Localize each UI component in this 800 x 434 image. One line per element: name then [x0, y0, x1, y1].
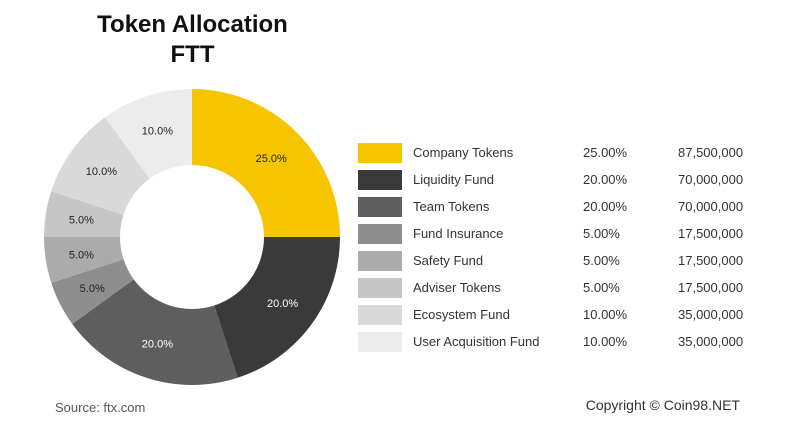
donut-slice-label-5: 5.0%	[69, 214, 94, 226]
legend-percent-6: 10.00%	[583, 307, 628, 322]
donut-slice-6	[51, 117, 150, 215]
legend-percent-1: 20.00%	[583, 172, 628, 187]
donut-slice-3	[51, 259, 134, 324]
legend-amount-7: 35,000,000	[678, 334, 744, 349]
legend-percent-2: 20.00%	[583, 199, 628, 214]
legend-amount-6: 35,000,000	[678, 307, 744, 322]
legend-swatch-4	[358, 251, 402, 271]
legend-amount-0: 87,500,000	[678, 145, 744, 160]
donut-slice-label-1: 20.0%	[267, 298, 298, 310]
legend-swatch-0	[358, 143, 402, 163]
source-note: Source: ftx.com	[55, 400, 146, 415]
legend-label-2: Team Tokens	[413, 199, 490, 214]
chart-title-line1: Token Allocation	[97, 11, 288, 38]
legend-percent-3: 5.00%	[583, 226, 620, 241]
legend-percent-5: 5.00%	[583, 280, 620, 295]
legend-label-1: Liquidity Fund	[413, 172, 494, 187]
donut-slice-label-0: 25.0%	[256, 153, 287, 165]
donut-slice-label-3: 5.0%	[80, 283, 105, 295]
donut-slice-4	[44, 237, 124, 283]
legend-swatch-1	[358, 170, 402, 190]
legend-amount-1: 70,000,000	[678, 172, 744, 187]
donut-slice-label-6: 10.0%	[86, 166, 117, 178]
chart-title: Token Allocation FTT	[90, 10, 295, 70]
donut-slice-5	[44, 191, 124, 237]
donut-slice-0	[192, 89, 340, 237]
legend-label-5: Adviser Tokens	[413, 280, 501, 295]
legend-amount-4: 17,500,000	[678, 253, 744, 268]
legend-amount-5: 17,500,000	[678, 280, 744, 295]
legend-swatch-6	[358, 305, 402, 325]
legend-percent-7: 10.00%	[583, 334, 628, 349]
donut-slice-7	[105, 89, 192, 179]
donut-slice-label-7: 10.0%	[142, 125, 173, 137]
legend-swatch-7	[358, 332, 402, 352]
legend-amount-3: 17,500,000	[678, 226, 744, 241]
legend-amount-2: 70,000,000	[678, 199, 744, 214]
legend-label-7: User Acquisition Fund	[413, 334, 540, 349]
donut-slice-1	[214, 237, 340, 378]
legend-label-0: Company Tokens	[413, 145, 514, 160]
legend-swatch-2	[358, 197, 402, 217]
donut-slice-label-4: 5.0%	[69, 250, 94, 262]
legend-label-6: Ecosystem Fund	[413, 307, 510, 322]
donut-chart: 25.0% 20.0% 20.0% 5.0% 5.0% 5.0% 10.0% 10.0%	[44, 89, 340, 386]
legend-percent-4: 5.00%	[583, 253, 620, 268]
donut-slice-2	[72, 279, 238, 386]
chart-title-line2: FTT	[170, 41, 215, 68]
legend-label-3: Fund Insurance	[413, 226, 504, 241]
legend-percent-0: 25.00%	[583, 145, 628, 160]
legend-swatch-3	[358, 224, 402, 244]
donut-slice-label-2: 20.0%	[142, 339, 173, 351]
copyright-note: Copyright © Coin98.NET	[585, 397, 740, 413]
legend-swatch-5	[358, 278, 402, 298]
legend-label-4: Safety Fund	[413, 253, 484, 268]
